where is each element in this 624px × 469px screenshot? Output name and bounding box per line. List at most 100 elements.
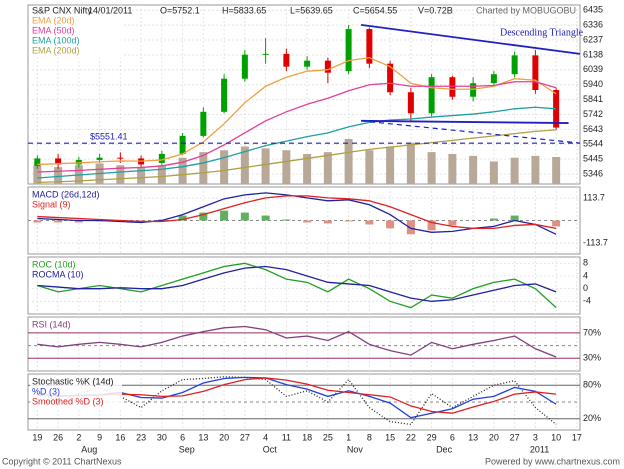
y-tick-label: 6435 (583, 5, 603, 15)
volume-bar (178, 157, 187, 184)
open: O=5752.1 (160, 5, 200, 15)
x-tick-label: 11 (282, 432, 291, 442)
legend: RSI (14d) (30, 319, 122, 332)
x-tick-label: 26 (53, 432, 63, 442)
annotation: Descending Triangle (500, 27, 584, 38)
volume-bar (323, 152, 332, 184)
legend: Stochastic %K (14d)%D (3)Smoothed %D (3) (30, 376, 122, 409)
candle-body (241, 54, 248, 79)
histogram-bar (199, 212, 208, 221)
volume-bar (406, 142, 415, 184)
volume-bar (220, 150, 229, 184)
x-tick-label: 25 (323, 432, 333, 442)
panel (28, 317, 580, 371)
candle-body (117, 157, 124, 159)
y-tick-label: 5940 (583, 79, 603, 89)
x-tick-label: 27 (240, 432, 250, 442)
y-tick-label: 5841 (583, 94, 603, 104)
date: 14/01/2011 (88, 5, 132, 15)
histogram-bar (510, 215, 519, 221)
histogram-bar (178, 215, 187, 221)
y-tick-label: 20% (583, 413, 601, 423)
legend-box (30, 15, 122, 58)
y-tick-label: 80% (583, 380, 601, 390)
volume-bar (303, 154, 312, 184)
series-line (37, 129, 557, 184)
candle-body (387, 63, 394, 93)
x-tick-label: 4 (263, 432, 268, 442)
histogram-bar (74, 220, 83, 223)
x-tick-label: 13 (468, 432, 478, 442)
histogram-bar (365, 220, 374, 225)
legend: MACD (26d,12d)Signal (9) (30, 189, 122, 212)
legend-entry: Smoothed %D (3) (32, 396, 104, 406)
legend-entry: Stochastic %K (14d) (32, 376, 114, 386)
histogram-bar (261, 215, 270, 221)
y-tick-label: 6336 (583, 20, 603, 30)
x-tick-label: 3 (533, 432, 538, 442)
footer-left: Copyright © 2011 ChartNexus (2, 456, 122, 466)
x-tick-label: 6 (450, 432, 455, 442)
x-tick-label: 13 (198, 432, 208, 442)
y-tick-label: 0 (583, 283, 588, 293)
y-tick-label: 5445 (583, 154, 603, 164)
histogram-bar (220, 210, 229, 221)
x-month-label: Oct (263, 444, 278, 454)
legend-entry: EMA (50d) (32, 25, 75, 35)
series-line (37, 377, 557, 414)
candle-body (34, 158, 41, 166)
x-tick-label: 15 (385, 432, 395, 442)
histogram-bar (406, 220, 415, 235)
legend: EMA (20d)EMA (50d)EMA (100d)EMA (200d) (30, 15, 122, 58)
volume-bar (282, 150, 291, 184)
x-tick-label: 30 (157, 432, 167, 442)
y-tick-label: 8 (583, 258, 588, 268)
histogram-bar (489, 218, 498, 221)
trendline-label: $5551.41 (90, 132, 128, 142)
legend-entry: Signal (9) (32, 199, 71, 209)
candle-body (449, 77, 456, 97)
histogram-bar (33, 220, 42, 223)
candle-body (55, 158, 62, 165)
series-line (37, 265, 557, 302)
credit: Charted by MOBUGOBU (476, 5, 576, 15)
candle-body (345, 29, 352, 72)
y-tick-label: 113.7 (583, 192, 605, 202)
volume-bar (448, 154, 457, 184)
legend-entry: EMA (200d) (32, 45, 80, 55)
volume-bar (199, 152, 208, 184)
x-tick-label: 17 (572, 432, 582, 442)
y-tick-label: -113.7 (583, 237, 608, 247)
x-tick-label: 1 (346, 432, 351, 442)
series-line (37, 376, 557, 426)
legend-entry: ROCMA (10) (32, 269, 84, 279)
y-tick-label: 5346 (583, 168, 603, 178)
y-tick-label: 6138 (583, 49, 603, 59)
x-tick-label: 20 (489, 432, 499, 442)
histogram-bar (303, 220, 312, 223)
y-tick-label: 5643 (583, 124, 603, 134)
candle-body (490, 74, 497, 84)
candle-body (221, 78, 228, 112)
candle-body (407, 92, 414, 114)
volume-bar (33, 165, 42, 184)
legend-entry: EMA (20d) (32, 15, 75, 25)
legend-entry: RSI (14d) (32, 319, 71, 329)
volume-bar (261, 148, 270, 184)
x-tick-label: 27 (510, 432, 520, 442)
candle-body (200, 111, 207, 136)
overlay-layer: S&P CNX Nifty 14/01/2011 O=5752.1 H=5833… (2, 5, 620, 467)
histogram-bar (386, 220, 395, 229)
trendline (360, 23, 580, 55)
x-tick-label: 8 (367, 432, 372, 442)
candle-body (532, 55, 539, 90)
panel-frames (27, 4, 581, 431)
chart-title: S&P CNX Nifty (32, 5, 92, 15)
histogram-bar (427, 220, 436, 231)
candle-body (179, 135, 186, 154)
candle-body (262, 53, 269, 55)
candle-body (304, 60, 311, 67)
volume-bar (365, 150, 374, 184)
legend-box (30, 319, 122, 332)
